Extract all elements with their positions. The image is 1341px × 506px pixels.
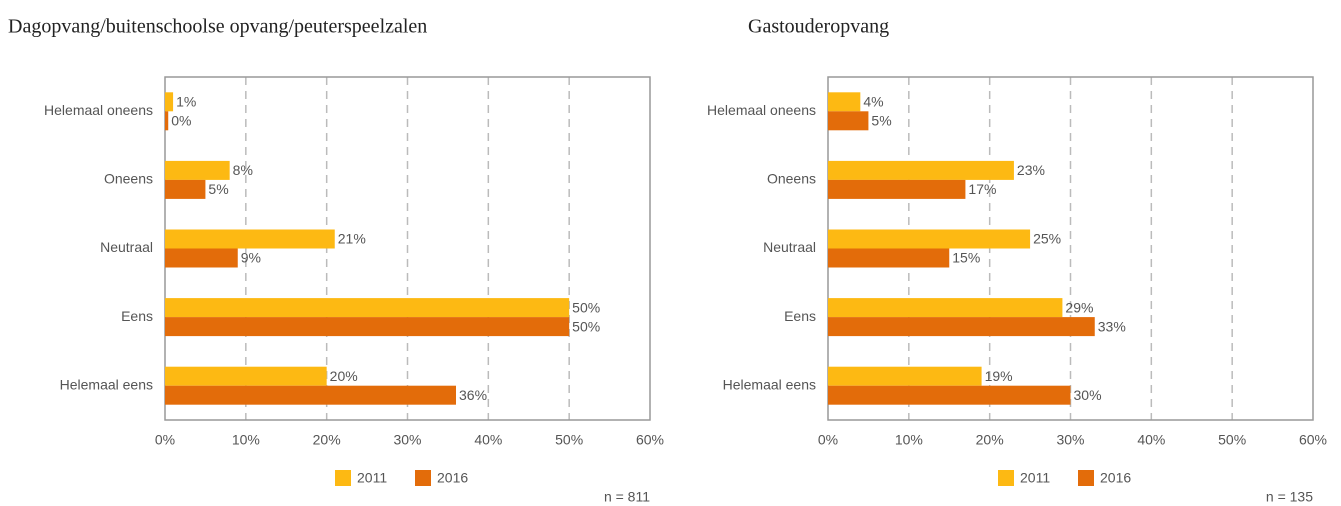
note: n = 811 — [604, 489, 650, 505]
bar — [165, 366, 327, 386]
bar — [165, 229, 335, 249]
bar — [165, 248, 238, 268]
legend-label: 2011 — [357, 470, 387, 486]
x-tick-label: 30% — [1056, 432, 1084, 448]
data-label: 8% — [233, 162, 253, 178]
bar — [165, 298, 570, 318]
legend-swatch — [998, 470, 1014, 486]
legend-swatch — [1078, 470, 1094, 486]
data-label: 17% — [968, 181, 996, 197]
x-tick-label: 50% — [1218, 432, 1246, 448]
x-tick-label: 10% — [895, 432, 923, 448]
y-tick-label: Neutraal — [763, 239, 816, 255]
bar — [828, 229, 1031, 249]
bar — [165, 111, 169, 131]
note: n = 135 — [1266, 489, 1313, 505]
bar — [165, 179, 206, 199]
bar — [828, 317, 1095, 337]
x-tick-label: 20% — [313, 432, 341, 448]
x-tick-label: 40% — [1137, 432, 1165, 448]
data-label: 33% — [1098, 318, 1126, 334]
x-tick-label: 40% — [474, 432, 502, 448]
data-label: 19% — [985, 368, 1013, 384]
data-label: 36% — [459, 387, 487, 403]
data-label: 25% — [1033, 231, 1061, 247]
y-tick-label: Eens — [121, 308, 153, 324]
data-label: 20% — [330, 368, 358, 384]
legend-swatch — [335, 470, 351, 486]
data-label: 23% — [1017, 162, 1045, 178]
chart-title: Dagopvang/buitenschoolse opvang/peutersp… — [8, 16, 427, 38]
y-tick-label: Helemaal oneens — [44, 102, 153, 118]
legend-label: 2011 — [1020, 470, 1050, 486]
x-tick-label: 50% — [555, 432, 583, 448]
y-tick-label: Oneens — [104, 171, 153, 187]
bar — [828, 111, 869, 131]
bar — [165, 92, 174, 112]
bar — [828, 160, 1014, 180]
y-tick-label: Helemaal eens — [723, 376, 816, 392]
y-tick-label: Neutraal — [100, 239, 153, 255]
y-tick-label: Oneens — [767, 171, 816, 187]
bar — [828, 366, 982, 386]
bar — [828, 298, 1063, 318]
data-label: 1% — [176, 94, 196, 110]
data-label: 4% — [863, 94, 883, 110]
bar — [828, 179, 966, 199]
data-label: 5% — [871, 113, 891, 129]
data-label: 50% — [572, 299, 600, 315]
data-label: 50% — [572, 318, 600, 334]
x-tick-label: 0% — [818, 432, 838, 448]
legend-swatch — [415, 470, 431, 486]
x-tick-label: 60% — [1299, 432, 1327, 448]
x-tick-label: 20% — [976, 432, 1004, 448]
x-tick-label: 60% — [636, 432, 664, 448]
data-label: 15% — [952, 250, 980, 266]
data-label: 30% — [1074, 387, 1102, 403]
data-label: 9% — [241, 250, 261, 266]
bar — [828, 248, 950, 268]
y-tick-label: Helemaal oneens — [707, 102, 816, 118]
bar — [828, 385, 1071, 405]
legend-label: 2016 — [437, 470, 468, 486]
x-tick-label: 10% — [232, 432, 260, 448]
data-label: 21% — [338, 231, 366, 247]
bar — [165, 160, 230, 180]
data-label: 29% — [1065, 299, 1093, 315]
bar — [165, 385, 456, 405]
bar — [165, 317, 570, 337]
y-tick-label: Helemaal eens — [60, 376, 153, 392]
x-tick-label: 30% — [393, 432, 421, 448]
y-tick-label: Eens — [784, 308, 816, 324]
legend-label: 2016 — [1100, 470, 1131, 486]
x-tick-label: 0% — [155, 432, 175, 448]
data-label: 0% — [171, 113, 191, 129]
bar — [828, 92, 861, 112]
data-label: 5% — [208, 181, 228, 197]
chart-title: Gastouderopvang — [748, 16, 889, 38]
